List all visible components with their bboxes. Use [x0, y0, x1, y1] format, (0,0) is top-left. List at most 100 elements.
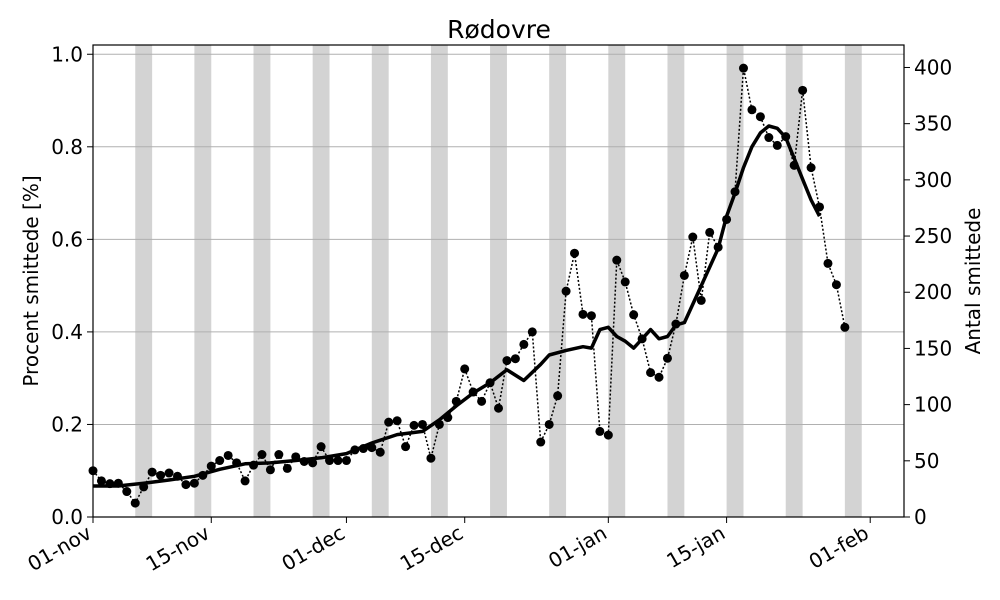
daily-point [426, 453, 436, 463]
daily-point [113, 478, 123, 488]
weekend-band [371, 45, 389, 517]
daily-point [189, 478, 199, 488]
daily-point [316, 442, 326, 452]
weekend-band [312, 45, 330, 517]
y-tick-right-label: 50 [914, 449, 939, 473]
daily-point [755, 112, 765, 122]
x-tick-label: 15-dec [396, 521, 467, 576]
daily-point [637, 334, 647, 344]
daily-point [265, 465, 275, 475]
daily-point [789, 160, 799, 170]
daily-point [502, 356, 512, 366]
daily-point [274, 450, 284, 460]
daily-point [831, 280, 841, 290]
daily-point [586, 311, 596, 321]
daily-point [730, 187, 740, 197]
daily-point [536, 437, 546, 447]
daily-point [806, 163, 816, 173]
daily-point [96, 476, 106, 486]
daily-point [485, 378, 495, 388]
daily-point [443, 413, 453, 423]
daily-point [671, 319, 681, 329]
x-tick-label: 01-dec [277, 521, 348, 576]
y-tick-right-label: 300 [914, 168, 952, 192]
y-tick-label: 0.2 [51, 412, 83, 436]
daily-point [130, 498, 140, 508]
y-tick-right-label: 0 [914, 505, 927, 529]
daily-point [434, 419, 444, 429]
daily-point [570, 248, 580, 258]
daily-point [164, 468, 174, 478]
y-tick-label: 0.0 [51, 505, 83, 529]
daily-point [375, 447, 385, 457]
daily-point [333, 456, 343, 466]
weekend-band [253, 45, 271, 517]
daily-point [781, 132, 791, 142]
daily-point [223, 450, 233, 460]
weekend-band [726, 45, 744, 517]
daily-point [147, 467, 157, 477]
daily-point [206, 461, 216, 471]
daily-point [510, 354, 520, 364]
y-tick-right-label: 250 [914, 224, 952, 248]
daily-point [494, 403, 503, 413]
daily-point [595, 426, 605, 436]
y-tick-label: 0.6 [51, 227, 83, 251]
daily-point [646, 368, 656, 378]
daily-point [105, 479, 115, 489]
chart-title: Rødovre [447, 15, 551, 44]
y-tick-right-label: 150 [914, 336, 952, 360]
weekend-band [667, 45, 685, 517]
daily-point [341, 456, 351, 466]
daily-point [561, 286, 571, 296]
daily-point [232, 458, 242, 468]
y-axis-label-left: Procent smittede [%] [19, 175, 43, 386]
weekend-band [844, 45, 862, 517]
daily-point [249, 460, 259, 470]
daily-point [468, 387, 478, 397]
daily-point [156, 470, 166, 480]
daily-point [350, 445, 360, 455]
weekend-band [490, 45, 507, 517]
daily-point [705, 227, 715, 237]
weekend-band [430, 45, 448, 517]
daily-point [662, 353, 672, 363]
daily-point [612, 255, 622, 265]
daily-point [358, 444, 368, 454]
daily-point [291, 452, 301, 462]
daily-point [688, 232, 698, 242]
daily-point [798, 85, 808, 95]
plot-frame [92, 44, 905, 518]
daily-point [299, 456, 309, 466]
daily-point [823, 258, 833, 268]
daily-point [679, 270, 689, 280]
daily-point [620, 277, 630, 287]
daily-point [629, 310, 639, 320]
daily-point [417, 419, 427, 429]
daily-point [519, 339, 529, 349]
daily-point [139, 482, 149, 492]
daily-point [544, 419, 554, 429]
daily-point [477, 396, 487, 406]
daily-point [738, 63, 748, 73]
y-tick-right-label: 100 [914, 393, 952, 417]
daily-point [392, 416, 402, 426]
daily-point [122, 487, 132, 497]
daily-point [257, 450, 267, 460]
daily-point [367, 443, 377, 453]
weekend-band [194, 45, 212, 517]
x-tick-label: 01-feb [805, 521, 873, 574]
x-tick-label: 01-jan [544, 521, 611, 573]
daily-point [240, 476, 250, 486]
daily-point [451, 396, 461, 406]
daily-point [181, 480, 191, 490]
daily-point [764, 133, 774, 143]
daily-point [603, 430, 613, 440]
daily-point [747, 105, 757, 115]
daily-point [325, 456, 335, 466]
daily-point [401, 442, 411, 452]
weekend-band [549, 45, 567, 517]
daily-point [384, 417, 394, 427]
weekend-band [785, 45, 803, 517]
daily-point [578, 309, 588, 319]
